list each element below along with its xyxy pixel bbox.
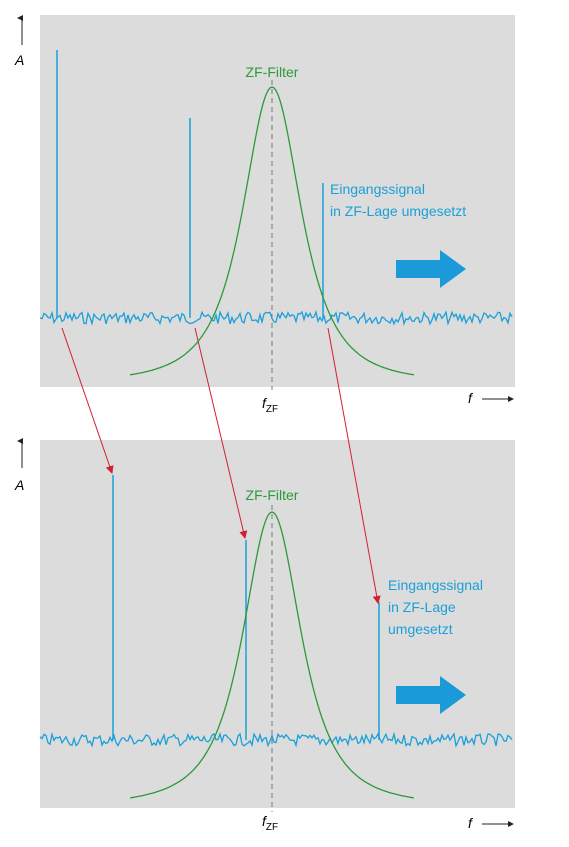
signal-label: in ZF-Lage umgesetzt [330,203,466,219]
center-label: fZF [262,813,278,833]
x-axis-label: f [468,815,474,831]
direction-arrow [396,676,466,714]
axis-label: A [14,52,24,68]
noise [39,309,513,327]
filter-label: ZF-Filter [246,487,299,503]
signal-label: Eingangssignal [388,577,483,593]
panel [40,15,515,387]
direction-arrow [396,250,466,288]
shift-arrow [327,327,381,604]
signal-label: Eingangssignal [330,181,425,197]
x-axis-label: f [468,390,474,406]
noise [39,731,513,748]
filter-curve [129,511,415,799]
panel [40,440,515,808]
signal-label: in ZF-Lage [388,599,456,615]
shift-arrow [61,327,114,474]
center-label: fZF [262,395,278,415]
signal-label: umgesetzt [388,621,453,637]
filter-curve [129,86,415,376]
shift-arrow [194,327,248,539]
axis-label: A [14,477,24,493]
filter-label: ZF-Filter [246,64,299,80]
